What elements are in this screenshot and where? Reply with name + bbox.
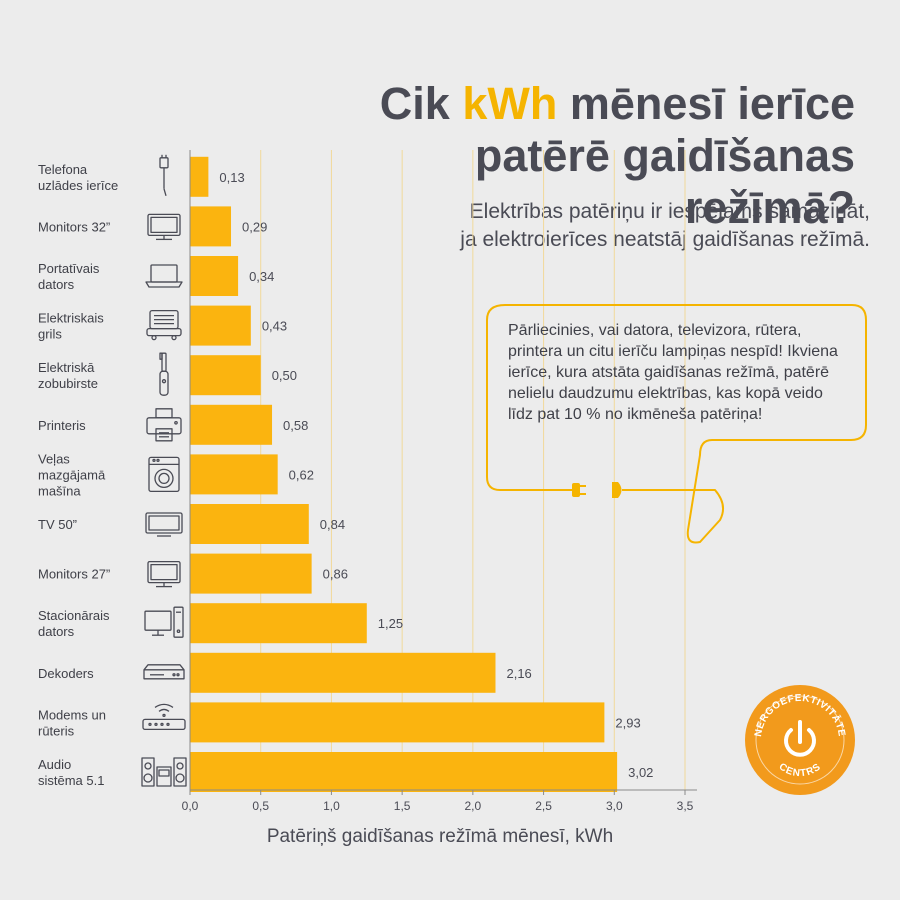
category-label: mašīna [38, 483, 81, 498]
tv-icon [145, 512, 183, 537]
value-labels: 0,13 0,29 0,34 0,43 0,50 0,58 0,62 0,84 0,86 1,25… [219, 170, 653, 780]
category-label: Audio [38, 757, 71, 772]
x-tick-label: 0,5 [252, 799, 269, 813]
callout-text: Pārliecinies, vai datora, televizora, rū… [508, 322, 838, 423]
phone-charger-icon [159, 154, 169, 196]
monitor-icon [147, 560, 181, 588]
x-tick-label: 2,5 [535, 799, 552, 813]
value-label: 0,43 [262, 319, 287, 334]
bar [190, 504, 309, 544]
x-tick-label: 1,5 [394, 799, 411, 813]
value-label: 0,58 [283, 418, 308, 433]
bar [190, 404, 273, 445]
bar [190, 553, 312, 594]
page-title: Cik kWh mēnesī ierīce patērē gaidīšanas r… [295, 78, 855, 234]
category-label: sistēma 5.1 [38, 773, 104, 788]
bar [190, 256, 239, 296]
category-label: Veļas [38, 451, 70, 466]
subtitle-line1: Elektrības patēriņu ir iespējams samazin… [469, 200, 870, 223]
x-tick-label: 2,0 [465, 799, 482, 813]
socket-icon [612, 482, 622, 498]
title-part1: Cik [379, 78, 463, 129]
title-highlight: kWh [462, 78, 558, 129]
value-label: 0,13 [219, 170, 244, 185]
bar [190, 454, 278, 495]
category-label: Modems un [38, 707, 106, 722]
plug-icon [572, 483, 586, 497]
x-tick-label: 3,0 [606, 799, 623, 813]
subtitle-line2: ja elektroierīces neatstāj gaidīšanas re… [460, 228, 870, 251]
x-axis-label: Patēriņš gaidīšanas režīmā mēnesī, kWh [266, 826, 614, 847]
x-tick-label: 3,5 [677, 799, 694, 813]
category-label: rūteris [38, 723, 75, 738]
callout-cable [486, 304, 867, 544]
monitor-icon [147, 213, 181, 241]
category-label: zobubirste [38, 376, 98, 391]
x-tick-label: 1,0 [323, 799, 340, 813]
x-axis: 0,0 0,5 1,0 1,5 2,0 2,5 3,0 3,5 [182, 150, 697, 813]
value-label: 3,02 [628, 765, 653, 780]
printer-icon [146, 408, 182, 442]
x-tick-label: 0,0 [182, 799, 199, 813]
category-label: grils [38, 327, 62, 342]
chart-grid [260, 150, 686, 790]
value-label: 2,16 [506, 666, 531, 681]
power-icon [784, 720, 816, 757]
value-label: 0,86 [323, 567, 348, 582]
category-label: dators [38, 624, 75, 639]
energy-efficiency-centre-logo: ENERGOEFEKTIVITĀTES CENTRS [744, 684, 855, 795]
value-label: 0,34 [249, 269, 274, 284]
speaker-system-icon [141, 757, 187, 787]
category-label: Dekoders [38, 666, 94, 681]
value-label: 0,50 [272, 368, 297, 383]
bar [190, 156, 209, 197]
badge-bottom-text: CENTRS [777, 761, 824, 779]
category-label: Telefona [38, 162, 88, 177]
value-label: 0,84 [320, 517, 345, 532]
category-label: Elektriskais [38, 311, 104, 326]
bar [190, 752, 618, 792]
bar [190, 206, 232, 247]
category-label: uzlādes ierīce [38, 178, 118, 193]
router-icon [142, 703, 186, 731]
category-label: Stacionārais [38, 608, 110, 623]
decoder-icon [143, 664, 185, 680]
toothbrush-icon [159, 352, 169, 396]
bar [190, 603, 367, 644]
category-label: dators [38, 277, 75, 292]
category-label: Monitors 27” [38, 567, 110, 582]
value-label: 1,25 [378, 616, 403, 631]
subtitle: Elektrības patēriņu ir iespējams samazin… [350, 198, 870, 254]
category-label: Elektriskā [38, 360, 95, 375]
device-icons [141, 154, 187, 787]
bar [190, 652, 496, 693]
laptop-icon [145, 264, 183, 288]
value-label: 2,93 [615, 715, 640, 730]
bar [190, 305, 251, 346]
bars-group [190, 156, 618, 792]
category-label: mazgājamā [38, 467, 106, 482]
category-label: Portatīvais [38, 261, 100, 276]
grill-icon [146, 309, 182, 341]
title-line2: patērē gaidīšanas režīmā? [474, 130, 855, 233]
desktop-pc-icon [144, 606, 184, 638]
washing-machine-icon [148, 456, 180, 493]
title-part2: mēnesī ierīce [557, 78, 855, 129]
category-label: TV 50” [38, 517, 77, 532]
bar [190, 702, 605, 743]
bar [190, 355, 261, 396]
category-label: Monitors 32” [38, 219, 110, 234]
value-label: 0,29 [242, 219, 267, 234]
value-label: 0,62 [289, 467, 314, 482]
category-label: Printeris [38, 418, 86, 433]
